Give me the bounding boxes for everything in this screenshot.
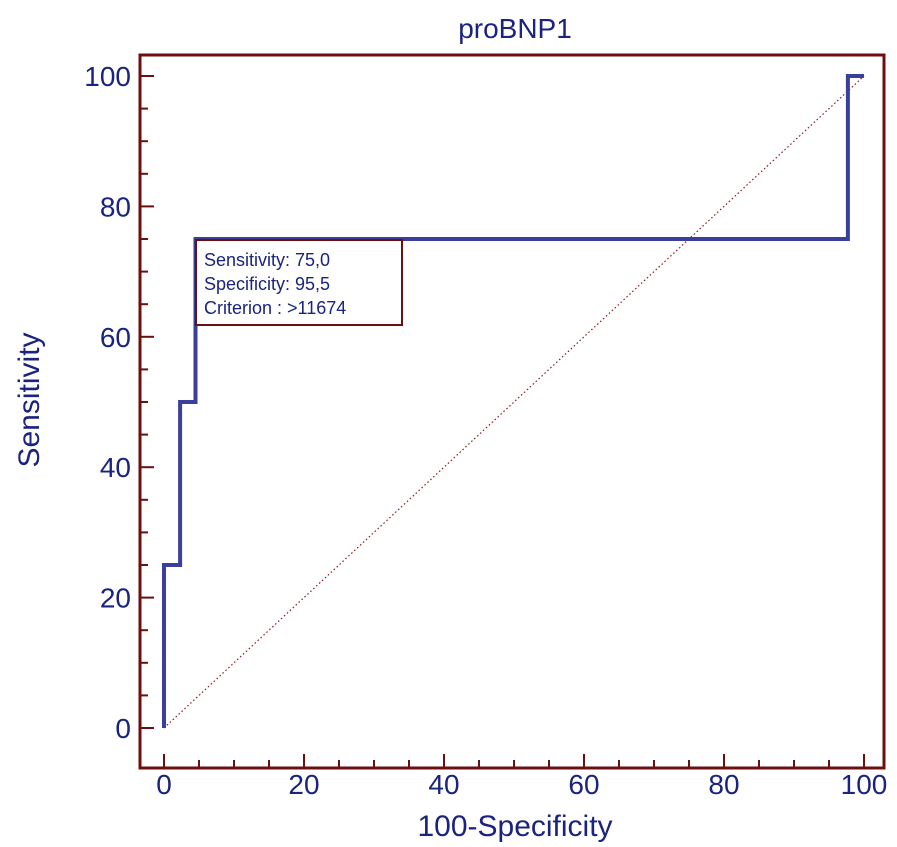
annotation-criterion: Criterion : >11674 xyxy=(204,298,346,318)
x-tick-label: 20 xyxy=(288,769,319,800)
y-tick-label: 100 xyxy=(84,61,131,92)
x-tick-label: 60 xyxy=(568,769,599,800)
y-tick-label: 0 xyxy=(115,713,131,744)
reference-diagonal-line xyxy=(163,75,865,729)
tick-labels-layer: 0 20 40 60 80 100 0 20 40 60 80 100 xyxy=(84,61,887,800)
y-tick-label: 80 xyxy=(100,191,131,222)
diagonal-layer xyxy=(163,75,865,729)
roc-curve-line xyxy=(162,74,864,728)
criterion-annotation: Sensitivity: 75,0 Specificity: 95,5 Crit… xyxy=(195,239,403,326)
x-tick-label: 40 xyxy=(428,769,459,800)
y-tick-label: 60 xyxy=(100,322,131,353)
plot-frame xyxy=(138,53,886,770)
curve-layer xyxy=(162,74,864,728)
chart-title: proBNP1 xyxy=(458,13,572,44)
annotation-box xyxy=(195,239,403,326)
x-tick-label: 80 xyxy=(708,769,739,800)
x-tick-label: 100 xyxy=(841,769,888,800)
ticks-layer xyxy=(140,75,865,768)
annotation-sensitivity: Sensitivity: 75,0 xyxy=(204,250,330,270)
x-axis-title: 100-Specificity xyxy=(417,810,612,843)
y-tick-label: 40 xyxy=(100,452,131,483)
y-tick-label: 20 xyxy=(100,583,131,614)
y-axis-title: Sensitivity xyxy=(13,332,46,467)
x-tick-label: 0 xyxy=(156,769,172,800)
annotation-specificity: Specificity: 95,5 xyxy=(204,274,330,294)
